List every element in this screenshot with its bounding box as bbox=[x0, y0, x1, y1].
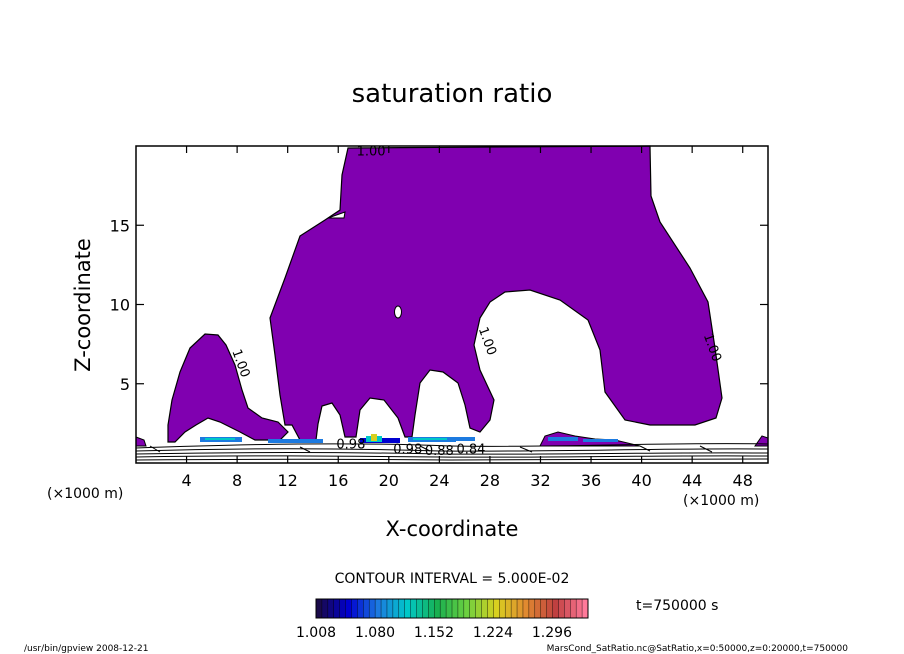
y-tick-label: 15 bbox=[110, 216, 130, 235]
colorbar-swatch bbox=[339, 599, 346, 618]
footer-right: MarsCond_SatRatio.nc@SatRatio,x=0:50000,… bbox=[547, 644, 849, 654]
supersaturation-region bbox=[269, 145, 723, 441]
surface-contours bbox=[135, 443, 769, 461]
colorbar-swatch bbox=[493, 599, 500, 618]
colorbar-swatch bbox=[534, 599, 541, 618]
footer-left: /usr/bin/gpview 2008-12-21 bbox=[24, 644, 148, 654]
colorbar-swatch bbox=[540, 599, 547, 618]
colorbar-swatch bbox=[517, 599, 524, 618]
x-tick-label: 12 bbox=[278, 471, 298, 490]
colorbar-swatch bbox=[404, 599, 411, 618]
colorbar-swatch bbox=[410, 599, 417, 618]
colorbar-swatch bbox=[316, 599, 323, 618]
colorbar-swatch bbox=[416, 599, 423, 618]
colorbar-swatch bbox=[522, 599, 530, 618]
y-ticks: 5 10 15 bbox=[110, 216, 768, 394]
colorbar-swatch bbox=[440, 599, 447, 618]
colorbar-swatch bbox=[351, 599, 358, 618]
left-plume-region bbox=[167, 333, 289, 443]
colorbar-swatch bbox=[469, 599, 476, 618]
colorbar-swatch bbox=[463, 599, 471, 618]
colorbar-ticks: 1.008 1.080 1.152 1.224 1.296 bbox=[296, 625, 572, 641]
colorbar-swatch bbox=[528, 599, 536, 618]
x-tick-label: 4 bbox=[181, 471, 191, 490]
colorbar-swatch bbox=[327, 599, 335, 618]
x-unit-label-left: (×1000 m) bbox=[47, 486, 123, 502]
colorbar bbox=[315, 598, 589, 619]
colorbar-swatch bbox=[386, 599, 394, 618]
contour-label: 0.84 bbox=[456, 442, 485, 457]
x-unit-label-right: (×1000 m) bbox=[683, 493, 759, 509]
colorbar-swatch bbox=[375, 599, 382, 618]
colorbar-swatch bbox=[546, 599, 553, 618]
x-tick-label: 40 bbox=[631, 471, 651, 490]
edge-region-left bbox=[135, 436, 147, 447]
x-tick-label: 32 bbox=[530, 471, 550, 490]
contour-label: 0.98 bbox=[393, 442, 422, 457]
hole-2 bbox=[327, 211, 346, 219]
colorbar-swatch bbox=[552, 599, 559, 618]
colorbar-swatch bbox=[576, 599, 583, 618]
colorbar-swatch bbox=[457, 599, 465, 618]
contour-interval: CONTOUR INTERVAL = 5.000E-02 bbox=[335, 571, 570, 587]
colorbar-swatch bbox=[452, 599, 459, 618]
x-tick-label: 24 bbox=[429, 471, 449, 490]
x-tick-label: 28 bbox=[480, 471, 500, 490]
colorbar-swatch bbox=[392, 599, 400, 618]
colorbar-swatch bbox=[446, 599, 453, 618]
x-tick-label: 48 bbox=[733, 471, 753, 490]
contour-label: 0.88 bbox=[425, 444, 454, 459]
x-tick-label: 44 bbox=[682, 471, 702, 490]
colorbar-swatch bbox=[357, 599, 364, 618]
colorbar-swatch bbox=[363, 599, 370, 618]
x-axis-label: X-coordinate bbox=[386, 517, 519, 541]
colorbar-swatch bbox=[422, 599, 429, 618]
edge-region-right bbox=[754, 435, 769, 447]
colorbar-swatch bbox=[558, 599, 565, 618]
x-tick-label: 36 bbox=[581, 471, 601, 490]
colorbar-swatch bbox=[487, 599, 494, 618]
plot-area: 1.001.001.00 1.000.98 0.98 0.88 0.84 4 8 12 16 2… bbox=[110, 145, 769, 490]
x-tick-label: 20 bbox=[379, 471, 399, 490]
colorbar-swatch bbox=[582, 599, 589, 618]
colorbar-swatch bbox=[564, 599, 571, 618]
contour-label: 1.00 bbox=[357, 145, 386, 160]
colorbar-swatch bbox=[434, 599, 441, 618]
y-tick-label: 10 bbox=[110, 296, 130, 315]
colorbar-swatch bbox=[570, 599, 577, 618]
y-axis-label: Z-coordinate bbox=[71, 238, 95, 372]
x-tick-label: 16 bbox=[328, 471, 348, 490]
colorbar-tick-label: 1.080 bbox=[355, 625, 395, 641]
chart-title: saturation ratio bbox=[352, 79, 553, 109]
colorbar-tick-label: 1.008 bbox=[296, 625, 336, 641]
colorbar-tick-label: 1.152 bbox=[414, 625, 454, 641]
y-tick-label: 5 bbox=[120, 375, 130, 394]
x-ticks: 4 8 12 16 20 24 28 32 36 40 44 48 bbox=[181, 146, 753, 490]
contour-label: 1.00 bbox=[475, 325, 499, 357]
colorbar-swatch bbox=[428, 599, 435, 618]
contour-label: 0.98 bbox=[336, 438, 365, 453]
colorbar-frame bbox=[315, 598, 589, 619]
colorbar-tick-label: 1.224 bbox=[473, 625, 513, 641]
time-label: t=750000 s bbox=[636, 598, 718, 614]
colorbar-swatch bbox=[475, 599, 482, 618]
colorbar-tick-label: 1.296 bbox=[532, 625, 572, 641]
colorbar-swatch bbox=[481, 599, 488, 618]
colorbar-swatch bbox=[321, 599, 329, 618]
colorbar-swatch bbox=[369, 599, 376, 618]
x-tick-label: 8 bbox=[232, 471, 242, 490]
colorbar-swatch bbox=[505, 599, 512, 618]
colorbar-swatch bbox=[333, 599, 340, 618]
hole-1 bbox=[394, 305, 402, 319]
colorbar-swatch bbox=[511, 599, 518, 618]
colorbar-swatch bbox=[398, 599, 405, 618]
low-level-bands bbox=[200, 434, 618, 443]
colorbar-swatch bbox=[381, 599, 388, 618]
colorbar-swatch bbox=[499, 599, 506, 618]
colorbar-swatch bbox=[345, 599, 352, 618]
